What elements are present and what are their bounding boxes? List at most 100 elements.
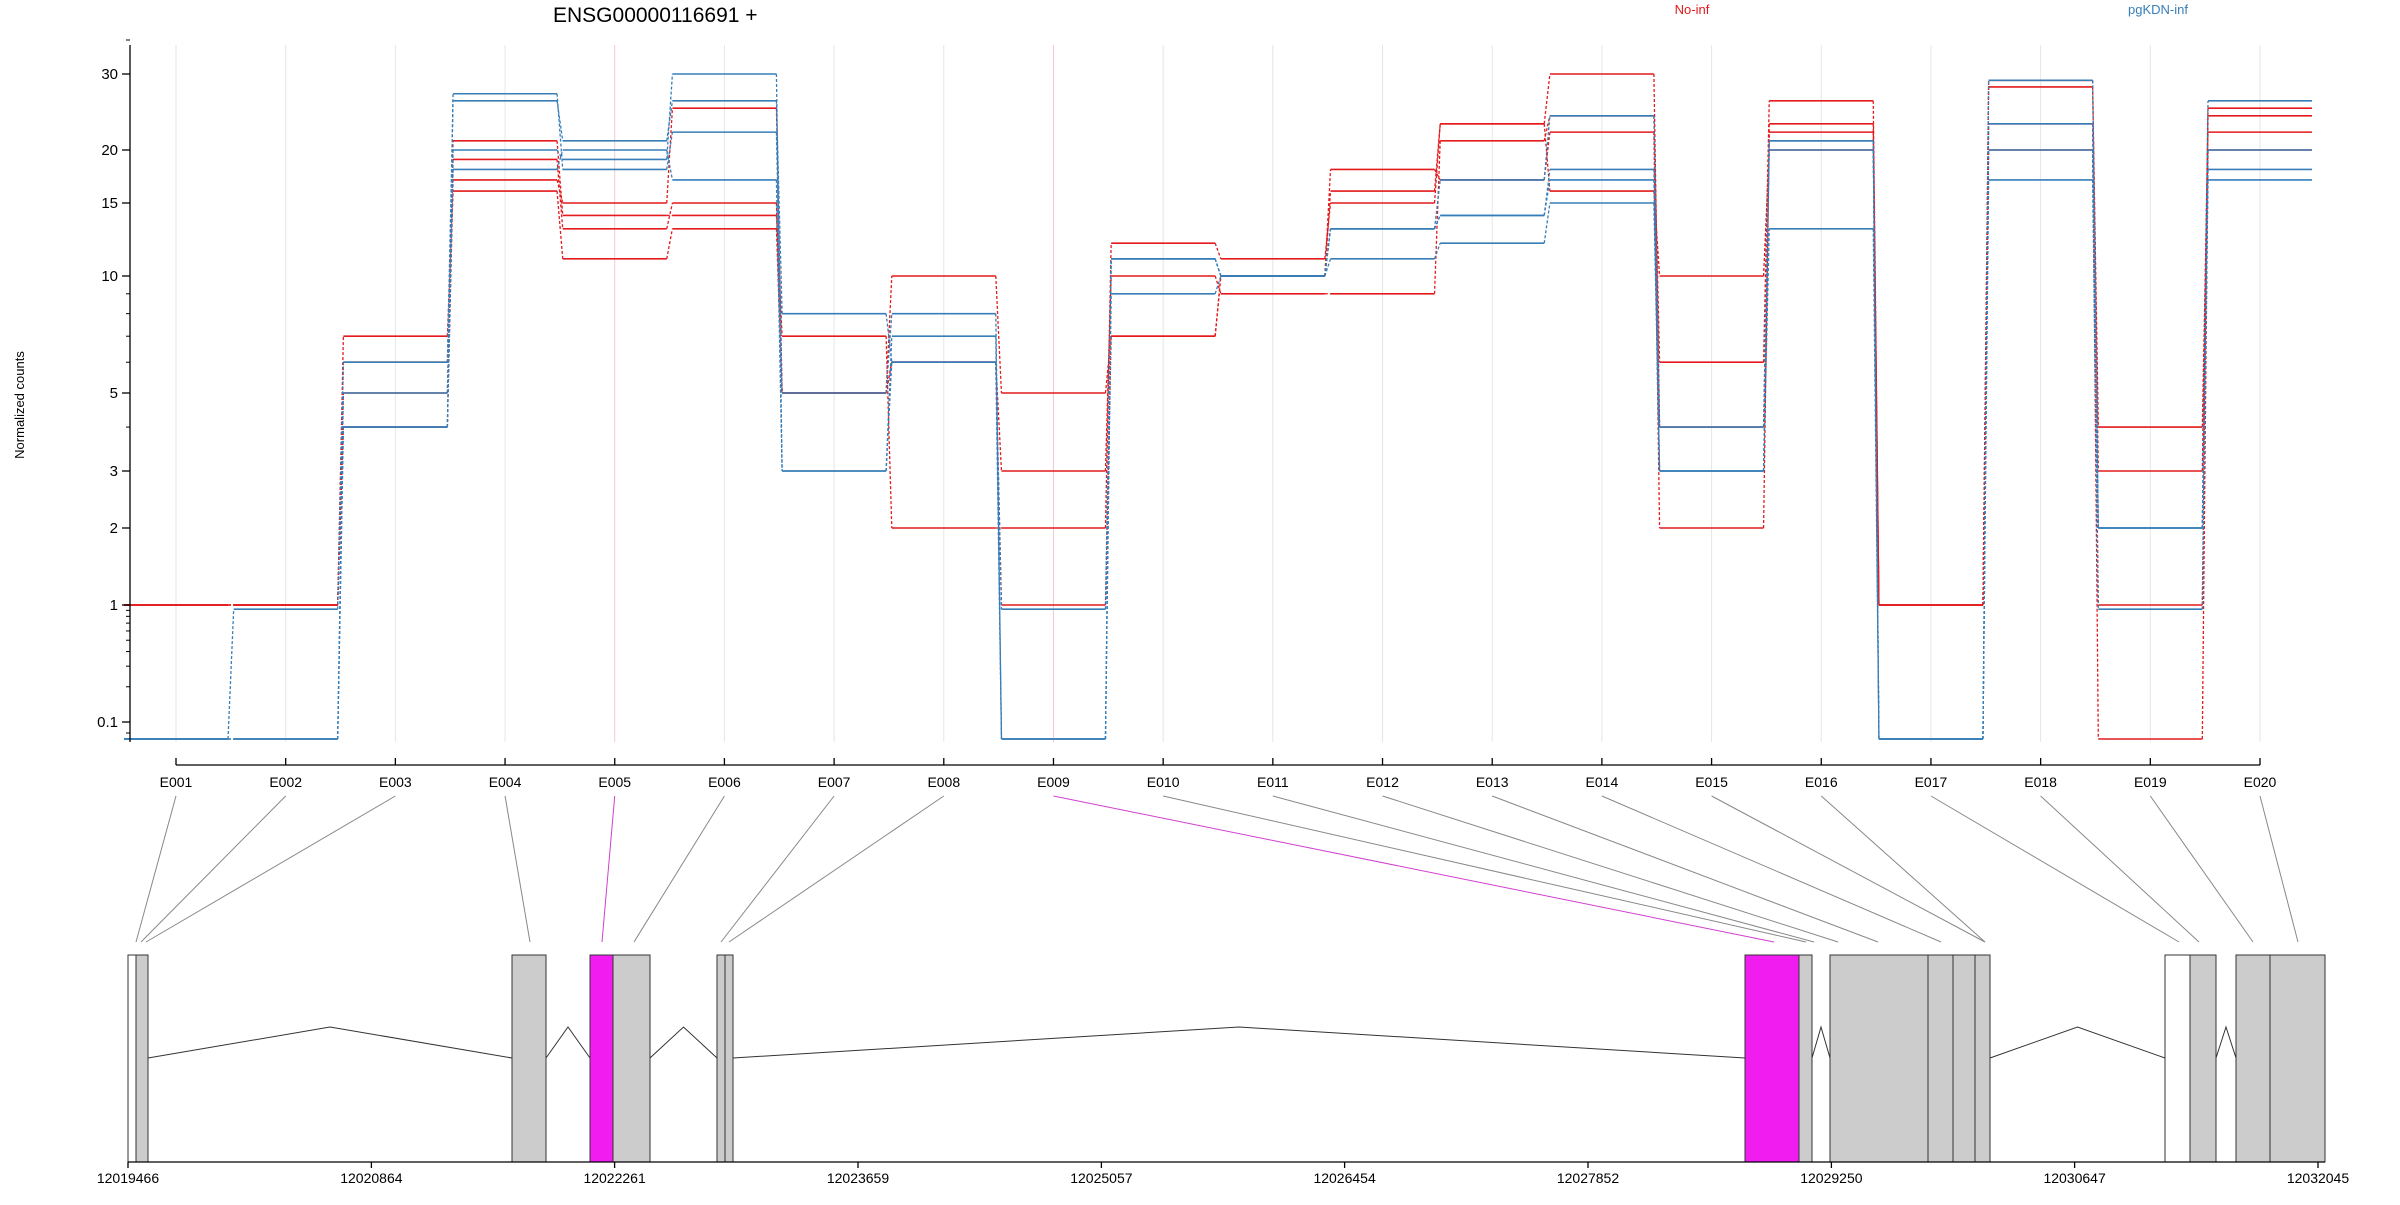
- exon-box: [2189, 954, 2217, 1163]
- series-connector: [1214, 242, 1222, 260]
- exon-connector: [145, 795, 396, 943]
- exon-box: [2235, 954, 2271, 1163]
- series-connector: [1104, 243, 1112, 529]
- exon-connector: [1382, 795, 1839, 943]
- y-tick-label: 10: [101, 268, 118, 285]
- exon-connector: [720, 795, 835, 943]
- series-connector: [1543, 202, 1551, 244]
- highlighted-exon: [589, 954, 614, 1163]
- exon-box: [716, 954, 726, 1163]
- genomic-tick-label: 12026454: [1313, 1170, 1376, 1186]
- x-tick-label: E002: [269, 774, 302, 790]
- series-connector: [556, 140, 564, 216]
- series-connector: [1324, 228, 1332, 277]
- series-connector: [1433, 140, 1441, 294]
- series-connector: [1653, 115, 1661, 428]
- series-connector: [556, 149, 564, 160]
- exon-box: [1952, 954, 1976, 1163]
- y-tick-label: 15: [101, 195, 118, 212]
- y-tick-label: 3: [110, 463, 118, 480]
- x-tick-label: E007: [818, 774, 851, 790]
- grid-layer: [175, 45, 2261, 742]
- genomic-tick-label: 12032045: [2287, 1170, 2350, 1186]
- series-connector: [556, 149, 564, 170]
- series-pgkdn-inf-7: [124, 140, 2312, 740]
- series-connector: [1543, 115, 1551, 180]
- series-connector: [1433, 179, 1441, 229]
- series-connector: [885, 275, 893, 394]
- exon-box: [1927, 954, 1954, 1163]
- intron-line: [732, 1026, 1746, 1059]
- series-connector: [666, 202, 674, 229]
- x-tick-label: E013: [1476, 774, 1509, 790]
- series-no-inf-0: [124, 79, 2312, 606]
- series-connector: [1653, 191, 1661, 277]
- x-tick-label: E009: [1037, 774, 1070, 790]
- series-connector: [556, 159, 564, 229]
- exon-connector: [2040, 795, 2200, 943]
- exon-connector: [601, 795, 616, 943]
- series-pgkdn-inf-5: [124, 73, 2312, 740]
- series-connector: [337, 362, 345, 610]
- legend-pgkdn-inf: pgKDN-inf: [2128, 2, 2188, 17]
- series-connector: [556, 93, 564, 170]
- series-connector: [666, 228, 674, 259]
- series-connector: [995, 362, 1003, 740]
- series-connector: [446, 169, 454, 428]
- exon-connector: [1053, 795, 1775, 943]
- series-connector: [227, 609, 235, 740]
- exon-connector: [1163, 795, 1807, 943]
- x-tick-label: E006: [708, 774, 741, 790]
- exon-connector: [2149, 795, 2254, 943]
- series-connector: [1433, 123, 1441, 192]
- y-tick-label: 5: [110, 385, 118, 402]
- genomic-tick-label: 12020864: [340, 1170, 403, 1186]
- series-connector: [666, 108, 674, 204]
- series-connector: [1543, 73, 1551, 124]
- genomic-tick-label: 12022261: [583, 1170, 646, 1186]
- series-connector: [1104, 258, 1112, 740]
- series-connector: [556, 100, 564, 141]
- series-connector: [2201, 179, 2209, 610]
- x-tick-label: E017: [1915, 774, 1948, 790]
- exon-connector: [728, 795, 945, 943]
- series-connector: [775, 202, 783, 394]
- connector-layer: [135, 795, 2299, 943]
- series-connector: [556, 191, 564, 259]
- exon-box: [2269, 954, 2326, 1163]
- series-connector: [1104, 336, 1112, 394]
- exon-connector: [633, 795, 725, 943]
- genomic-tick-label: 12019466: [97, 1170, 160, 1186]
- axis-layer: 0.1 1 2 3 5 10 15 20 30 E001 E002 E003 E004 E005 E006 E…: [97, 39, 2277, 790]
- genomic-tick-label: 12025057: [1070, 1170, 1133, 1186]
- series-connector: [666, 149, 674, 181]
- intron-line: [147, 1026, 513, 1059]
- series-connector: [666, 73, 674, 160]
- x-tick-label: E008: [927, 774, 960, 790]
- series-connector: [2091, 179, 2099, 610]
- exon-box: [724, 954, 734, 1163]
- intron-line: [2215, 1025, 2237, 1059]
- intron-line: [1989, 1026, 2166, 1059]
- series-connector: [885, 336, 893, 529]
- y-tick-label: 1: [110, 597, 118, 614]
- series-connector: [1433, 123, 1441, 204]
- series-connector: [775, 179, 783, 472]
- series-connector: [995, 275, 1003, 394]
- exon-connector: [1820, 795, 1986, 943]
- exon-connector: [140, 795, 287, 943]
- series-connector: [1433, 169, 1441, 181]
- series-layer: [124, 73, 2312, 740]
- exon-box: [1829, 954, 1929, 1163]
- x-tick-label: E003: [379, 774, 412, 790]
- x-tick-label: E011: [1257, 774, 1289, 790]
- exon-connector: [1930, 795, 2180, 943]
- series-connector: [1433, 215, 1441, 230]
- series-connector: [1762, 140, 1770, 472]
- series-connector: [1214, 258, 1222, 277]
- series-connector: [1214, 275, 1222, 337]
- x-tick-label: E005: [598, 774, 631, 790]
- series-connector: [1324, 258, 1332, 277]
- series-connector: [1433, 242, 1441, 260]
- series-connector: [1872, 123, 1880, 606]
